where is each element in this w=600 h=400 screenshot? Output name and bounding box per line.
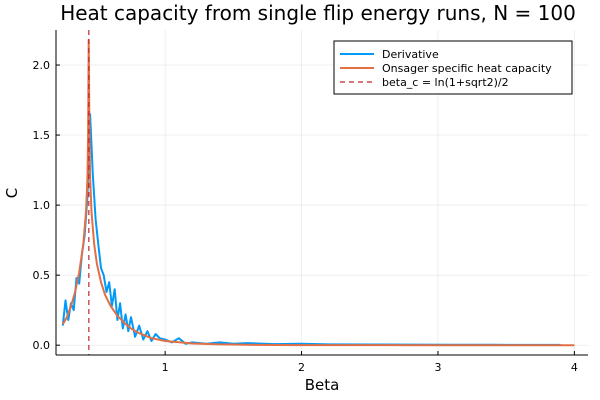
x-axis-label: Beta	[305, 376, 340, 394]
legend-label-derivative: Derivative	[382, 48, 439, 61]
legend: Derivative Onsager specific heat capacit…	[333, 40, 573, 95]
y-axis-label: C	[3, 188, 21, 198]
x-tick-label: 2	[298, 361, 305, 374]
x-tick-label: 4	[571, 361, 578, 374]
x-tick-label: 1	[162, 361, 169, 374]
legend-label-beta-c: beta_c = ln(1+sqrt2)/2	[382, 76, 509, 89]
tick-labels: 1 2 3 4 0.0 0.5 1.0 1.5 2.0	[33, 59, 578, 374]
series-layer	[61, 30, 575, 355]
derivative-series-line	[61, 113, 561, 346]
y-tick-label: 1.5	[33, 129, 51, 142]
chart-title: Heat capacity from single flip energy ru…	[60, 1, 576, 25]
legend-label-onsager: Onsager specific heat capacity	[382, 62, 552, 75]
x-tick-label: 3	[434, 361, 441, 374]
y-tick-label: 0.5	[33, 269, 51, 282]
y-tick-label: 1.0	[33, 199, 51, 212]
onsager-series-line	[61, 38, 575, 347]
y-tick-label: 2.0	[33, 59, 51, 72]
y-tick-label: 0.0	[33, 339, 51, 352]
